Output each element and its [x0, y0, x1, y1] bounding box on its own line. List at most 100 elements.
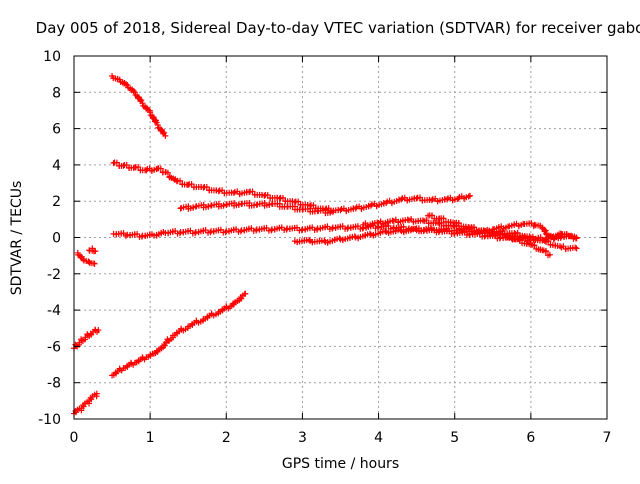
- data-series: [177, 199, 336, 217]
- data-series: [425, 212, 553, 259]
- data-point: [367, 202, 374, 209]
- data-point: [352, 205, 359, 212]
- data-point: [162, 132, 169, 139]
- data-point: [412, 225, 419, 232]
- data-point: [329, 225, 336, 232]
- x-tick-label: 2: [222, 430, 231, 446]
- data-point: [143, 167, 150, 174]
- data-points: [71, 72, 580, 417]
- chart-title: Day 005 of 2018, Sidereal Day-to-day VTE…: [35, 19, 640, 37]
- data-point: [264, 191, 271, 198]
- data-point: [177, 177, 184, 184]
- y-tick-label: 6: [52, 122, 61, 138]
- data-point: [86, 259, 93, 266]
- data-point: [529, 233, 536, 240]
- data-point: [176, 230, 183, 237]
- data-point: [92, 248, 99, 255]
- y-tick-label: -4: [47, 303, 61, 319]
- data-point: [295, 198, 302, 205]
- data-point: [139, 100, 146, 107]
- data-point: [329, 209, 336, 216]
- data-point: [203, 183, 210, 190]
- data-point: [161, 129, 168, 136]
- data-point: [131, 89, 138, 96]
- data-point: [428, 212, 435, 219]
- data-point: [80, 256, 87, 263]
- y-tick-label: 2: [52, 194, 61, 210]
- data-point: [423, 217, 430, 224]
- data-series: [109, 290, 249, 379]
- data-point: [516, 236, 523, 243]
- data-point: [91, 260, 98, 267]
- y-tick-label: -6: [47, 339, 61, 355]
- data-point: [113, 159, 120, 166]
- data-point: [344, 225, 351, 232]
- data-point: [545, 238, 552, 245]
- data-point: [440, 215, 447, 222]
- data-point: [157, 165, 164, 172]
- data-point: [215, 188, 222, 195]
- y-tick-label: 0: [52, 231, 61, 247]
- data-point: [382, 227, 389, 234]
- data-point: [398, 196, 405, 203]
- data-point: [374, 224, 381, 231]
- data-series: [360, 215, 580, 253]
- data-point: [514, 229, 521, 236]
- data-point: [185, 181, 192, 188]
- y-tick-label: 4: [52, 158, 61, 174]
- data-point: [465, 193, 472, 200]
- data-point: [230, 190, 237, 197]
- data-point: [572, 244, 579, 251]
- data-point: [154, 121, 161, 128]
- data-series: [110, 159, 473, 215]
- y-tick-label: 8: [52, 85, 61, 101]
- data-series: [74, 249, 98, 267]
- data-point: [135, 164, 142, 170]
- data-point: [573, 245, 580, 252]
- data-point: [122, 233, 129, 240]
- x-axis-label: GPS time / hours: [281, 456, 400, 472]
- data-point: [428, 197, 435, 204]
- x-tick-label: 3: [298, 430, 307, 446]
- x-tick-label: 5: [450, 430, 459, 446]
- data-point: [314, 226, 321, 233]
- data-point: [337, 207, 344, 214]
- data-point: [531, 242, 538, 249]
- data-point: [93, 390, 100, 397]
- y-axis-label: SDTVAR / TECUs: [9, 180, 25, 296]
- x-tick-label: 1: [146, 430, 155, 446]
- data-point: [130, 88, 137, 95]
- data-point: [124, 82, 131, 89]
- x-tick-label: 7: [603, 430, 612, 446]
- data-point: [310, 202, 317, 209]
- x-tick-label: 4: [374, 430, 383, 446]
- data-point: [542, 248, 549, 255]
- data-point: [366, 230, 373, 237]
- data-point: [192, 230, 199, 237]
- data-point: [237, 228, 244, 235]
- data-point: [501, 231, 508, 238]
- data-series: [71, 326, 102, 352]
- y-tick-label: -10: [38, 412, 61, 428]
- y-tick-label: -2: [47, 267, 61, 283]
- data-point: [164, 169, 171, 176]
- data-point: [138, 97, 145, 104]
- data-point: [455, 220, 462, 227]
- data-point: [222, 229, 229, 236]
- data-point: [268, 227, 275, 234]
- data-point: [466, 192, 473, 199]
- y-tick-label: -8: [47, 376, 61, 392]
- data-point: [283, 226, 290, 233]
- y-tick-label: 10: [43, 49, 61, 65]
- data-series: [109, 72, 169, 139]
- data-point: [131, 164, 138, 171]
- data-point: [298, 227, 305, 234]
- data-point: [573, 235, 580, 242]
- data-point: [470, 224, 477, 231]
- x-tick-label: 6: [526, 430, 535, 446]
- data-point: [207, 229, 214, 236]
- data-point: [336, 235, 343, 242]
- data-point: [249, 188, 256, 195]
